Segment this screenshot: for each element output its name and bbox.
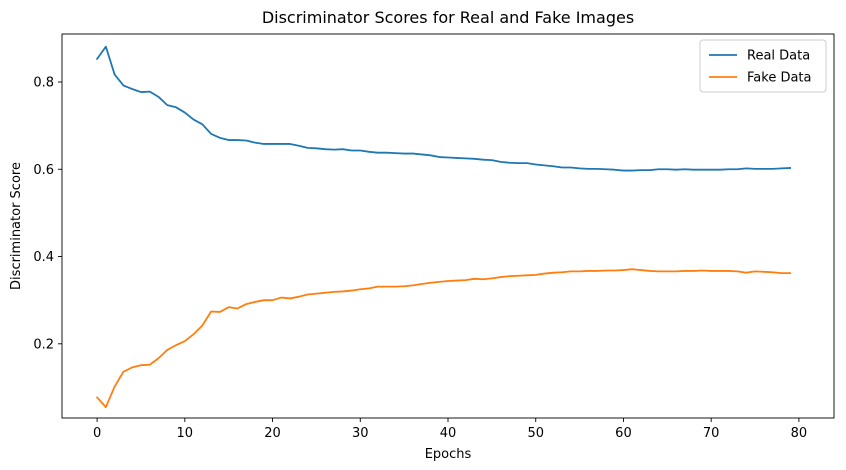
x-tick-label: 50	[527, 426, 544, 441]
x-tick-label: 60	[615, 426, 632, 441]
x-tick-label: 20	[264, 426, 281, 441]
y-tick-label: 0.6	[33, 163, 54, 178]
plot-area: 0 10 20 30 40 50 60 70 80 0.2 0.4 0.6 0.8	[33, 33, 835, 441]
x-axis-label: Epochs	[425, 447, 472, 462]
x-tick-label: 80	[791, 426, 808, 441]
y-tick-label: 0.8	[33, 76, 54, 91]
x-tick-label: 0	[93, 426, 101, 441]
chart-title: Discriminator Scores for Real and Fake I…	[262, 8, 634, 27]
legend: Real Data Fake Data	[699, 39, 827, 93]
x-tick-label: 40	[440, 426, 457, 441]
y-tick-label: 0.4	[33, 250, 54, 265]
series-line-fake-data	[95, 268, 792, 408]
x-tick-label: 70	[703, 426, 720, 441]
legend-box	[699, 39, 827, 93]
series-line-real-data	[95, 45, 792, 172]
x-tick-label: 10	[177, 426, 194, 441]
y-axis-label: Discriminator Score	[9, 162, 24, 290]
legend-label: Real Data	[747, 49, 810, 64]
x-tick-label: 30	[352, 426, 369, 441]
legend-label: Fake Data	[747, 71, 812, 86]
y-tick-label: 0.2	[33, 337, 54, 352]
